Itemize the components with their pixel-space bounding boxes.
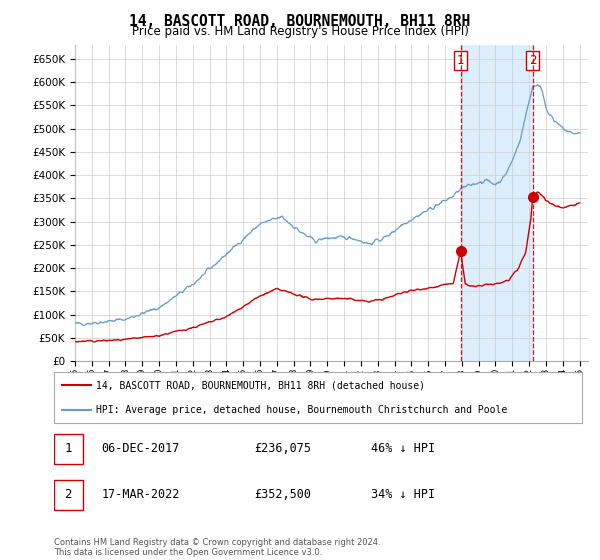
Text: Contains HM Land Registry data © Crown copyright and database right 2024.
This d: Contains HM Land Registry data © Crown c…: [54, 538, 380, 557]
Text: 17-MAR-2022: 17-MAR-2022: [101, 488, 180, 501]
Text: 2: 2: [65, 488, 72, 501]
Text: 14, BASCOTT ROAD, BOURNEMOUTH, BH11 8RH: 14, BASCOTT ROAD, BOURNEMOUTH, BH11 8RH: [130, 14, 470, 29]
FancyBboxPatch shape: [54, 372, 582, 423]
Text: 1: 1: [457, 54, 464, 67]
Text: 34% ↓ HPI: 34% ↓ HPI: [371, 488, 435, 501]
Bar: [461, 45, 533, 361]
Text: Price paid vs. HM Land Registry's House Price Index (HPI): Price paid vs. HM Land Registry's House …: [131, 25, 469, 38]
Text: HPI: Average price, detached house, Bournemouth Christchurch and Poole: HPI: Average price, detached house, Bour…: [96, 405, 508, 415]
Text: 2: 2: [529, 54, 536, 67]
Text: 1: 1: [65, 442, 72, 455]
Text: £352,500: £352,500: [254, 488, 311, 501]
Text: 14, BASCOTT ROAD, BOURNEMOUTH, BH11 8RH (detached house): 14, BASCOTT ROAD, BOURNEMOUTH, BH11 8RH …: [96, 380, 425, 390]
FancyBboxPatch shape: [54, 434, 83, 464]
FancyBboxPatch shape: [54, 480, 83, 510]
Text: 46% ↓ HPI: 46% ↓ HPI: [371, 442, 435, 455]
Text: £236,075: £236,075: [254, 442, 311, 455]
Text: 06-DEC-2017: 06-DEC-2017: [101, 442, 180, 455]
